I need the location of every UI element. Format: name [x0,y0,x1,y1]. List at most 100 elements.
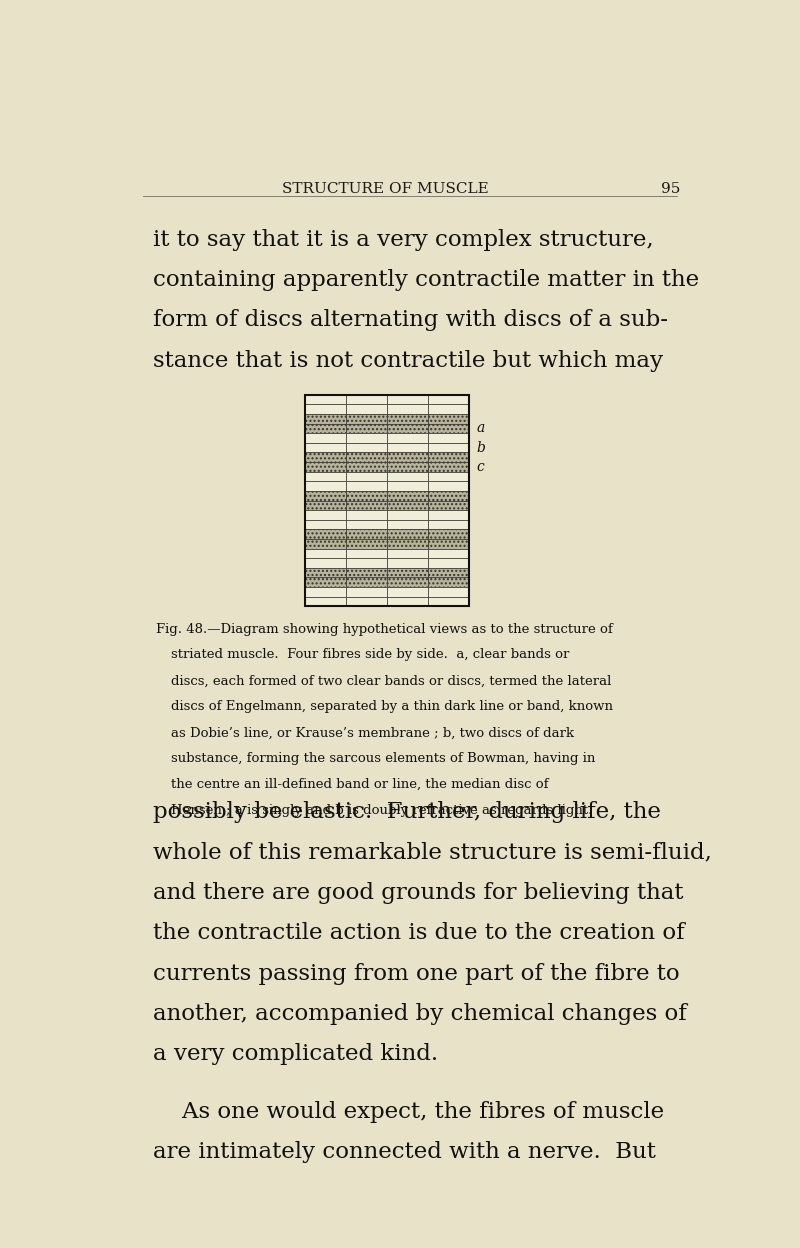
Bar [346,462,386,472]
Text: form of discs alternating with discs of a sub-: form of discs alternating with discs of … [153,310,668,331]
Bar [428,462,469,472]
Bar [428,394,469,404]
Bar [305,404,346,414]
Bar [386,587,428,597]
Text: 95: 95 [661,182,680,196]
Bar [305,587,346,597]
Bar [305,578,346,587]
Text: Hensen ; a is singly and b is doubly refractive as regards light.: Hensen ; a is singly and b is doubly ref… [171,804,593,817]
Bar [305,482,346,490]
Bar [305,490,346,500]
Bar [346,453,386,462]
Text: whole of this remarkable structure is semi-fluid,: whole of this remarkable structure is se… [153,841,711,864]
Bar [305,462,346,472]
Bar [428,490,469,500]
Bar [386,462,428,472]
Bar [428,482,469,490]
Text: as Dobie’s line, or Krause’s membrane ; b, two discs of dark: as Dobie’s line, or Krause’s membrane ; … [171,726,574,739]
Bar [428,472,469,482]
Bar [386,443,428,453]
Bar [346,510,386,519]
Bar [346,597,386,607]
Bar [305,472,346,482]
Bar [346,423,386,433]
Bar [346,529,386,539]
Text: possibly be elastic.  Further, during life, the: possibly be elastic. Further, during lif… [153,801,661,824]
Bar [428,423,469,433]
Bar [428,587,469,597]
Bar [346,404,386,414]
Text: substance, forming the sarcous elements of Bowman, having in: substance, forming the sarcous elements … [171,753,596,765]
Bar [305,433,346,443]
Bar [428,549,469,558]
Bar [305,423,346,433]
Bar [386,578,428,587]
Bar [428,568,469,578]
Bar [346,482,386,490]
Text: and there are good grounds for believing that: and there are good grounds for believing… [153,882,683,904]
Text: currents passing from one part of the fibre to: currents passing from one part of the fi… [153,962,679,985]
Text: Fig. 48.—Diagram showing hypothetical views as to the structure of: Fig. 48.—Diagram showing hypothetical vi… [156,623,613,635]
Bar [386,472,428,482]
Bar [305,510,346,519]
Bar [305,394,469,607]
Bar [428,500,469,510]
Bar [305,539,346,549]
Bar [386,597,428,607]
Bar [386,510,428,519]
Bar [346,490,386,500]
Bar [305,453,346,462]
Bar [305,597,346,607]
Bar [346,578,386,587]
Bar [346,558,386,568]
Bar [428,578,469,587]
Bar [386,568,428,578]
Bar [386,519,428,529]
Text: a: a [476,422,485,436]
Text: As one would expect, the fibres of muscle: As one would expect, the fibres of muscl… [153,1101,664,1123]
Text: b: b [476,441,486,454]
Bar [386,423,428,433]
Bar [346,394,386,404]
Bar [346,549,386,558]
Bar [386,433,428,443]
Text: a very complicated kind.: a very complicated kind. [153,1043,438,1066]
Text: discs, each formed of two clear bands or discs, termed the lateral: discs, each formed of two clear bands or… [171,674,612,688]
Bar [428,453,469,462]
Bar [305,500,346,510]
Bar [386,414,428,423]
Bar [386,500,428,510]
Text: containing apparently contractile matter in the: containing apparently contractile matter… [153,268,699,291]
Text: it to say that it is a very complex structure,: it to say that it is a very complex stru… [153,228,654,251]
Bar [346,500,386,510]
Bar [428,519,469,529]
Bar [386,558,428,568]
Bar [305,568,346,578]
Bar [428,539,469,549]
Bar [305,529,346,539]
Bar [386,549,428,558]
Bar [346,568,386,578]
Bar [428,433,469,443]
Text: stance that is not contractile but which may: stance that is not contractile but which… [153,349,663,372]
Bar [346,539,386,549]
Bar [386,539,428,549]
Bar [346,587,386,597]
Bar [305,558,346,568]
Bar [428,529,469,539]
Bar [305,394,346,404]
Bar [428,510,469,519]
Text: the centre an ill-defined band or line, the median disc of: the centre an ill-defined band or line, … [171,779,549,791]
Bar [428,443,469,453]
Bar [346,433,386,443]
Bar [386,490,428,500]
Bar [386,482,428,490]
Bar [346,414,386,423]
Bar [305,443,346,453]
Text: are intimately connected with a nerve.  But: are intimately connected with a nerve. B… [153,1142,655,1163]
Bar [305,549,346,558]
Bar [386,529,428,539]
Bar [428,404,469,414]
Text: discs of Engelmann, separated by a thin dark line or band, known: discs of Engelmann, separated by a thin … [171,700,614,714]
Bar [386,453,428,462]
